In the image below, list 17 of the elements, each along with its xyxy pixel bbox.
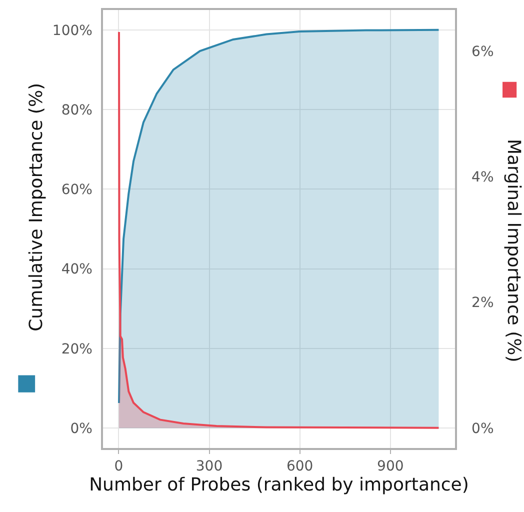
y-tick-label: 80%	[61, 102, 92, 118]
y-tick-label: 0%	[70, 420, 92, 437]
x-tick-label: 300	[196, 458, 223, 475]
x-tick-label: 0	[114, 458, 124, 475]
y-axis-title: Cumulative Importance (%)	[26, 82, 48, 332]
y-tick-label: 40%	[61, 262, 92, 278]
x-tick-label: 900	[377, 458, 404, 475]
y2-tick-label: 4%	[472, 169, 494, 186]
y-tick-label: 20%	[61, 341, 92, 358]
y2-tick-label: 6%	[472, 44, 494, 60]
y-tick-label: 60%	[61, 182, 92, 198]
y-tick-label: 100%	[52, 22, 92, 39]
y2-tick-label: 2%	[472, 295, 494, 312]
x-tick-label: 600	[286, 458, 314, 475]
y2-axis-title: Marginal Importance (%)	[502, 139, 524, 362]
x-axis-title: Number of Probes (ranked by importance)	[89, 474, 469, 496]
y2-tick-label: 0%	[472, 420, 494, 437]
